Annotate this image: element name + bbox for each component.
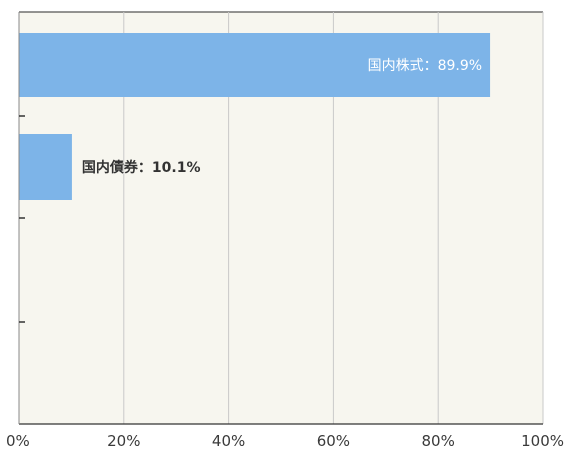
x-tick-label-100: 100% bbox=[521, 432, 564, 450]
bars bbox=[19, 33, 491, 200]
x-tick-label-0: 0% bbox=[6, 432, 30, 450]
bar-label-1: 国内債券：10.1% bbox=[82, 159, 201, 176]
x-tick-label-60: 60% bbox=[317, 432, 350, 450]
x-tick-label-20: 20% bbox=[107, 432, 140, 450]
x-axis: 0% 20% 40% 60% 80% 100% bbox=[6, 12, 564, 450]
x-tick-label-40: 40% bbox=[212, 432, 245, 450]
bar-label-0: 国内株式：89.9% bbox=[368, 58, 482, 74]
bar-0 bbox=[19, 33, 491, 97]
x-tick-label-80: 80% bbox=[422, 432, 455, 450]
data-labels: 国内株式：89.9% 国内債券：10.1% bbox=[82, 58, 482, 176]
bar-1 bbox=[19, 134, 72, 200]
